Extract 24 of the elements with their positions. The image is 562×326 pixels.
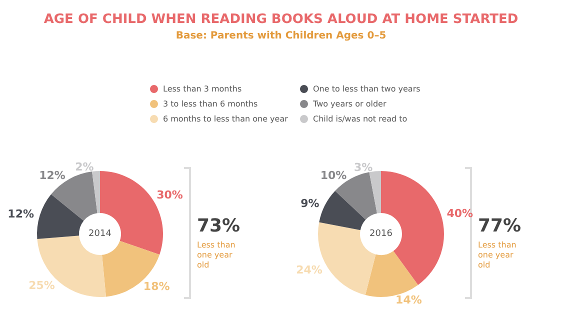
chart-subtitle: Base: Parents with Children Ages 0–5 bbox=[176, 30, 386, 42]
legend-label: 6 months to less than one year bbox=[163, 114, 289, 124]
data-label: 24% bbox=[296, 263, 322, 276]
slice-label: 2014 bbox=[88, 229, 112, 239]
legend-label: Two years or older bbox=[312, 100, 387, 108]
legend-label: 3 to less than 6 months bbox=[163, 100, 258, 108]
legend-label: Child is/was not read to bbox=[313, 114, 408, 124]
data-label: 40% bbox=[446, 206, 474, 220]
text: 73% bbox=[197, 216, 240, 236]
text: Less than one year old bbox=[478, 240, 519, 270]
chart-title: AGE OF CHILD WHEN READING BOOKS ALOUD AT HOME STARTED bbox=[44, 12, 518, 27]
legend-label: Less than 3 months bbox=[163, 84, 242, 94]
data-label: 30% bbox=[156, 188, 183, 202]
data-label: 18% bbox=[143, 280, 170, 294]
data-label: 14% bbox=[396, 293, 422, 306]
slice-label: 2016 bbox=[370, 229, 393, 239]
text: Less than one year old bbox=[197, 240, 238, 270]
data-label: 12% bbox=[8, 208, 34, 221]
text: 77% bbox=[478, 216, 522, 236]
data-label: 10% bbox=[320, 168, 347, 182]
legend-label: One to less than two years bbox=[313, 84, 420, 94]
data-label: 12% bbox=[39, 168, 66, 182]
data-label: 9% bbox=[300, 197, 320, 210]
data-label: 25% bbox=[28, 278, 55, 292]
